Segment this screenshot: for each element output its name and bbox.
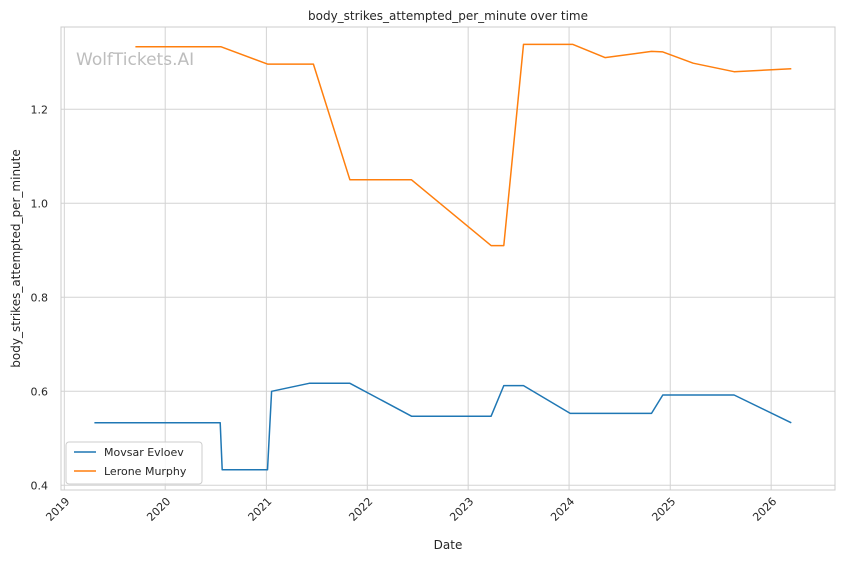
chart-title: body_strikes_attempted_per_minute over t… [308, 9, 588, 23]
legend-label: Movsar Evloev [104, 446, 184, 459]
y-axis-ticks: 0.4 0.6 0.8 1.0 1.2 [31, 103, 49, 492]
x-tick-label: 2022 [346, 495, 375, 524]
x-axis-label: Date [434, 538, 463, 552]
y-tick-label: 1.0 [31, 197, 49, 210]
series-lines [94, 43, 792, 471]
legend: Movsar Evloev Lerone Murphy [65, 441, 203, 485]
grid-lines [61, 27, 835, 490]
plot-frame [60, 26, 836, 491]
y-tick-label: 0.8 [31, 291, 49, 304]
y-tick-label: 1.2 [31, 103, 49, 116]
x-axis-ticks: 2019 2020 2021 2022 2023 2024 2025 2026 [43, 495, 779, 524]
legend-label: Lerone Murphy [104, 465, 187, 478]
x-tick-label: 2019 [43, 495, 72, 524]
y-axis-label: body_strikes_attempted_per_minute [9, 149, 23, 367]
legend-box [65, 441, 203, 485]
x-tick-label: 2020 [144, 495, 173, 524]
x-tick-label: 2023 [447, 495, 476, 524]
legend-items: Movsar Evloev Lerone Murphy [74, 446, 187, 478]
x-tick-label: 2021 [246, 495, 275, 524]
series-line-1 [94, 382, 792, 471]
x-tick-label: 2024 [548, 495, 577, 524]
x-tick-label: 2025 [649, 495, 678, 524]
watermark-text: WolfTickets.AI [76, 50, 194, 70]
x-tick-label: 2026 [750, 495, 779, 524]
y-tick-label: 0.6 [31, 385, 49, 398]
y-tick-label: 0.4 [31, 479, 49, 492]
series-line-2 [135, 43, 792, 247]
